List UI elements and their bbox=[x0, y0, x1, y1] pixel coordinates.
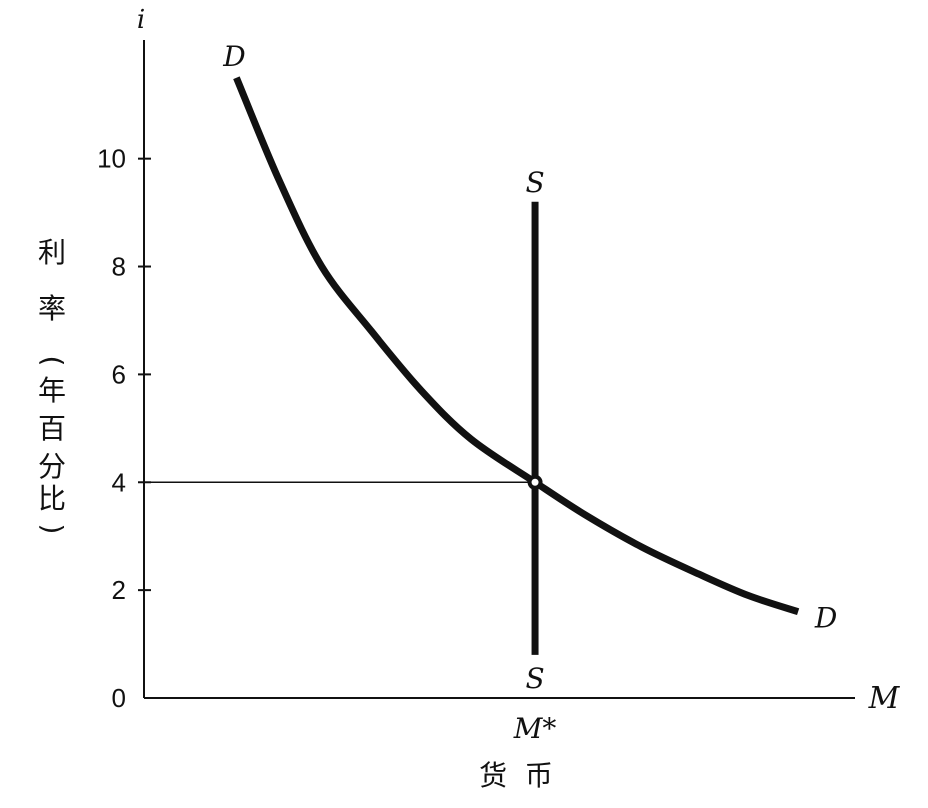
x-axis-label: 货 币 bbox=[479, 759, 553, 792]
y-tick-label: 2 bbox=[112, 575, 126, 605]
supply-label-top: S bbox=[525, 166, 544, 199]
y-tick-label: 8 bbox=[112, 252, 126, 282]
equilibrium-point-center bbox=[531, 478, 539, 486]
axes: i M bbox=[137, 5, 901, 716]
y-tick-label: 0 bbox=[112, 683, 126, 713]
curve-labels: D D S S M* bbox=[222, 40, 837, 745]
y-axis-label-char: ) bbox=[36, 524, 69, 535]
y-axis-label-char: 利 bbox=[38, 236, 66, 269]
y-ticks: 0 2 4 6 8 10 bbox=[97, 144, 151, 713]
y-axis-label-char: 百 bbox=[38, 412, 66, 445]
demand-curve bbox=[233, 76, 800, 616]
y-axis-label-char: 比 bbox=[38, 482, 66, 515]
demand-label-start: D bbox=[222, 40, 245, 73]
y-axis-label-char: ( bbox=[36, 356, 69, 367]
y-tick-label: 10 bbox=[97, 144, 126, 174]
y-axis-symbol: i bbox=[137, 5, 145, 35]
x-axis-symbol: M bbox=[868, 681, 901, 716]
y-axis-label-char: 年 bbox=[38, 374, 66, 407]
y-axis-label-char: 分 bbox=[38, 450, 66, 483]
supply-label-bottom: S bbox=[525, 662, 544, 695]
y-tick-label: 4 bbox=[112, 467, 126, 497]
demand-label-end: D bbox=[814, 602, 837, 635]
y-tick-label: 6 bbox=[112, 359, 126, 389]
curves bbox=[233, 76, 800, 655]
y-axis-label-char: 率 bbox=[38, 292, 66, 325]
equilibrium-x-label: M* bbox=[513, 712, 557, 745]
